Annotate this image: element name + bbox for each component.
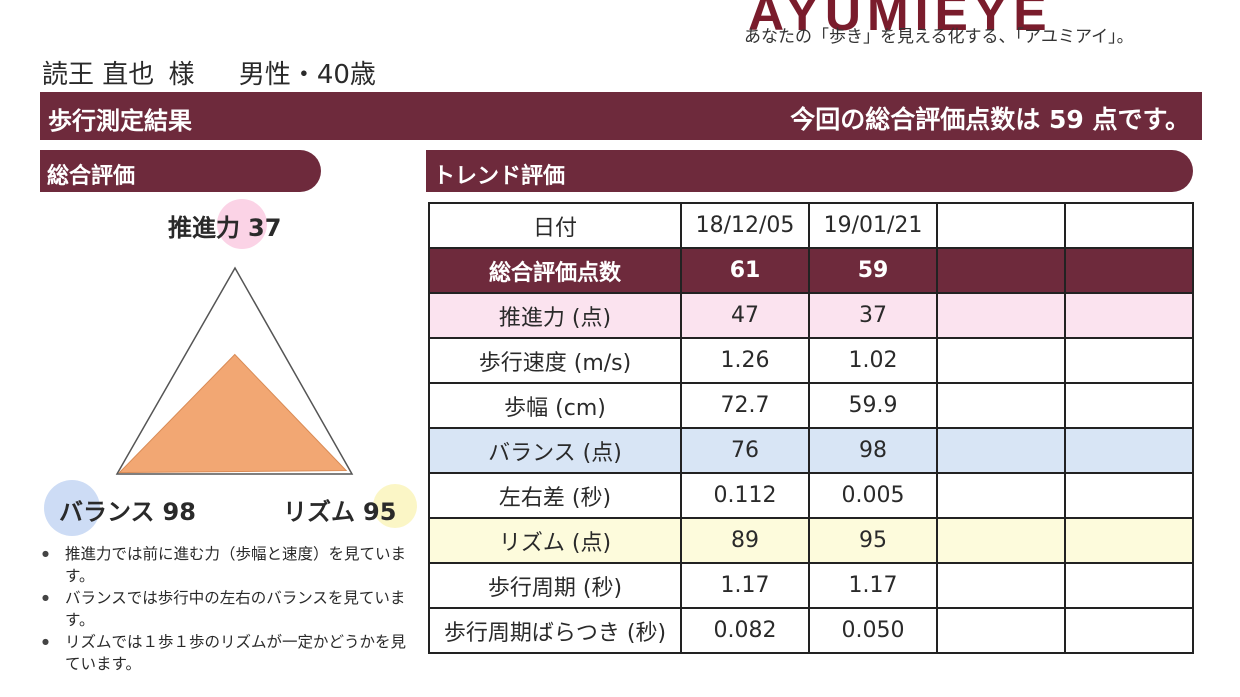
row-value: 0.005	[808, 472, 938, 519]
row-value: 0.050	[808, 607, 938, 654]
result-title: 歩行測定結果	[48, 107, 192, 135]
patient-name: 読王 直也	[42, 60, 155, 90]
radar-chart	[115, 266, 354, 475]
row-value	[1064, 472, 1194, 519]
row-value	[936, 382, 1066, 429]
row-label: 歩行周期ばらつき (秒)	[428, 607, 682, 654]
row-label: 推進力 (点)	[428, 292, 682, 339]
note-rhythm: リズムでは１歩１歩のリズムが一定かどうかを見ています。	[40, 631, 420, 675]
rhythm-dot	[373, 484, 417, 528]
header-cell: 18/12/05	[680, 202, 810, 249]
balance-dot	[44, 480, 100, 536]
row-label: 左右差 (秒)	[428, 472, 682, 519]
row-label: 総合評価点数	[428, 247, 682, 294]
radar-label-rhythm: リズム 95	[283, 492, 396, 527]
row-value: 37	[808, 292, 938, 339]
trend-header-row: 日付 18/12/05 19/01/21	[428, 202, 1194, 249]
propulsion-score: 37	[248, 214, 282, 242]
table-row-gait-cycle: 歩行周期 (秒) 1.17 1.17	[428, 562, 1194, 609]
row-value: 47	[680, 292, 810, 339]
row-value	[936, 247, 1066, 294]
row-value	[1064, 517, 1194, 564]
row-value: 59	[808, 247, 938, 294]
header-cell: 19/01/21	[808, 202, 938, 249]
row-label: 歩幅 (cm)	[428, 382, 682, 429]
row-value: 0.112	[680, 472, 810, 519]
table-row-balance: バランス (点) 76 98	[428, 427, 1194, 474]
table-row-stride: 歩幅 (cm) 72.7 59.9	[428, 382, 1194, 429]
trend-evaluation-header: トレンド評価	[426, 150, 1193, 192]
row-value	[936, 337, 1066, 384]
row-value	[1064, 337, 1194, 384]
row-value: 0.082	[680, 607, 810, 654]
trend-evaluation-title: トレンド評価	[433, 164, 566, 189]
table-row-rhythm: リズム (点) 89 95	[428, 517, 1194, 564]
patient-info: 読王 直也 様 男性・40歳	[42, 54, 376, 91]
row-value	[1064, 427, 1194, 474]
row-value: 89	[680, 517, 810, 564]
brand-tagline: あなたの「歩き」を見える化する、「アユミアイ」。	[744, 27, 1134, 47]
table-row-total-score: 総合評価点数 61 59	[428, 247, 1194, 294]
row-label: 歩行周期 (秒)	[428, 562, 682, 609]
patient-honorific: 様	[168, 60, 195, 90]
row-label: バランス (点)	[428, 427, 682, 474]
rhythm-score: 95	[363, 498, 397, 526]
note-balance: バランスでは歩行中の左右のバランスを見ています。	[40, 587, 420, 631]
row-value	[936, 472, 1066, 519]
evaluation-notes: 推進力では前に進む力（歩幅と速度）を見ています。 バランスでは歩行中の左右のバラ…	[40, 543, 420, 675]
header-cell: 日付	[428, 202, 682, 249]
brand-logo: AYUMIEYE	[748, 0, 1053, 41]
patient-sex-age: 男性・40歳	[238, 60, 376, 90]
row-value: 59.9	[808, 382, 938, 429]
row-value	[1064, 247, 1194, 294]
header-cell	[1064, 202, 1194, 249]
table-row-left-right-diff: 左右差 (秒) 0.112 0.005	[428, 472, 1194, 519]
rhythm-label: リズム	[283, 498, 355, 526]
row-value	[1064, 382, 1194, 429]
row-value	[1064, 292, 1194, 339]
trend-table: 日付 18/12/05 19/01/21 総合評価点数 61 59 推進力 (点…	[428, 202, 1194, 654]
table-row-gait-cycle-variability: 歩行周期ばらつき (秒) 0.082 0.050	[428, 607, 1194, 654]
row-value: 98	[808, 427, 938, 474]
row-value: 95	[808, 517, 938, 564]
propulsion-label: 推進力	[168, 214, 240, 242]
table-row-propulsion: 推進力 (点) 47 37	[428, 292, 1194, 339]
row-label: 歩行速度 (m/s)	[428, 337, 682, 384]
balance-score: 98	[162, 498, 196, 526]
propulsion-dot	[217, 199, 267, 249]
header-cell	[936, 202, 1066, 249]
radar-label-balance: バランス 98	[59, 492, 196, 527]
row-value	[936, 427, 1066, 474]
overall-evaluation-header: 総合評価	[40, 150, 321, 192]
overall-score-summary: 今回の総合評価点数は 59 点です。	[790, 105, 1190, 134]
row-value: 61	[680, 247, 810, 294]
row-value: 1.02	[808, 337, 938, 384]
row-value	[936, 562, 1066, 609]
radar-label-propulsion: 推進力 37	[168, 208, 281, 243]
radar-frame	[115, 266, 354, 475]
row-value: 1.17	[808, 562, 938, 609]
note-propulsion: 推進力では前に進む力（歩幅と速度）を見ています。	[40, 543, 420, 587]
row-value	[936, 607, 1066, 654]
row-value: 1.17	[680, 562, 810, 609]
row-value: 76	[680, 427, 810, 474]
row-value: 72.7	[680, 382, 810, 429]
overall-evaluation-title: 総合評価	[47, 164, 136, 189]
balance-label: バランス	[59, 498, 155, 526]
row-value	[936, 517, 1066, 564]
row-value	[936, 292, 1066, 339]
row-value	[1064, 562, 1194, 609]
radar-score-area	[118, 353, 348, 474]
row-value: 1.26	[680, 337, 810, 384]
result-header-bar: 歩行測定結果 今回の総合評価点数は 59 点です。	[40, 92, 1202, 140]
table-row-walking-speed: 歩行速度 (m/s) 1.26 1.02	[428, 337, 1194, 384]
row-value	[1064, 607, 1194, 654]
row-label: リズム (点)	[428, 517, 682, 564]
